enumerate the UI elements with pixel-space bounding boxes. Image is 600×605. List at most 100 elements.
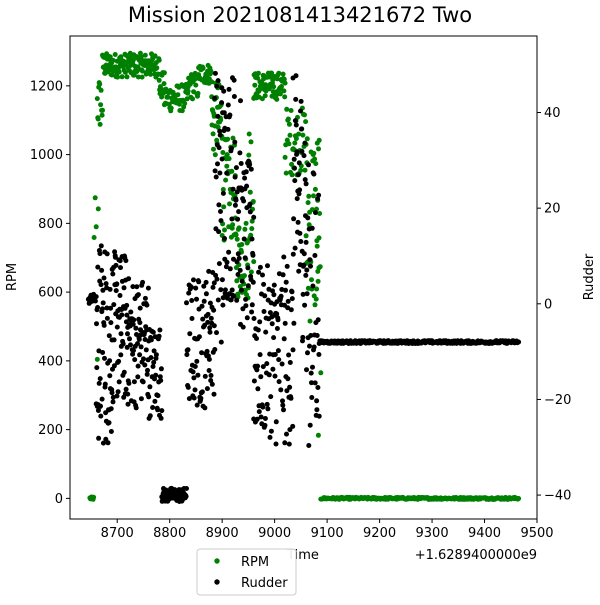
data-point-rpm (229, 168, 235, 174)
data-point-rudder (231, 293, 237, 299)
data-point-rpm (98, 87, 104, 93)
data-point-rpm (281, 76, 287, 82)
data-point-rudder (123, 258, 129, 264)
data-point-rudder (95, 408, 101, 413)
data-point-rpm (119, 74, 125, 80)
data-point-rpm (276, 70, 282, 76)
data-point-rudder (214, 276, 220, 282)
data-point-rudder (262, 293, 268, 299)
data-point-rpm (282, 80, 288, 86)
data-point-rudder (235, 251, 241, 257)
data-point-rudder (237, 267, 243, 273)
data-point-rudder (254, 336, 259, 341)
data-point-rudder (212, 95, 218, 101)
data-point-rudder (114, 393, 120, 399)
data-point-rudder (262, 422, 268, 428)
data-point-rudder (222, 236, 227, 241)
data-point-rudder (128, 309, 134, 315)
data-point-rpm (99, 112, 105, 118)
data-point-rudder (104, 251, 110, 257)
data-point-rudder (305, 215, 311, 221)
data-point-rudder (227, 266, 233, 272)
data-point-rudder (121, 285, 127, 291)
y-tick-label-left: 0 (55, 492, 63, 507)
data-point-rudder (247, 209, 253, 215)
data-point-rudder (94, 321, 99, 327)
data-point-rudder (98, 403, 103, 409)
data-point-rudder (183, 494, 189, 499)
data-point-rudder (241, 236, 247, 242)
data-point-rudder (251, 316, 257, 321)
data-point-rudder (284, 431, 289, 437)
data-point-rpm (165, 94, 171, 100)
data-point-rudder (226, 249, 232, 255)
data-point-rudder (123, 386, 129, 392)
data-point-rpm (156, 57, 162, 63)
data-point-rudder (243, 303, 249, 309)
data-point-rudder (250, 279, 256, 285)
data-point-rudder (290, 423, 296, 429)
data-point-rpm (298, 167, 304, 173)
y-tick-label-right: −40 (544, 489, 571, 504)
data-point-rpm (148, 71, 154, 77)
data-point-rudder (302, 140, 308, 146)
data-point-rudder (119, 312, 125, 318)
data-point-rudder (99, 306, 105, 312)
data-point-rudder (306, 443, 312, 448)
data-point-rudder (288, 307, 294, 313)
data-point-rudder (207, 300, 213, 306)
data-point-rpm (190, 96, 195, 102)
x-offset-label: +1.6289400000e9 (415, 548, 537, 563)
data-point-rudder (260, 364, 266, 370)
data-point-rudder (283, 287, 288, 293)
data-point-rudder (205, 311, 211, 317)
data-point-rudder (215, 161, 220, 167)
data-point-rudder (151, 359, 157, 365)
data-point-rudder (298, 98, 304, 104)
data-point-rpm (287, 132, 293, 138)
data-point-rudder (245, 283, 251, 289)
data-point-rudder (185, 384, 191, 390)
data-point-rudder (297, 230, 303, 236)
data-point-rudder (244, 183, 250, 189)
data-point-rudder (93, 294, 99, 300)
data-point-rudder (137, 320, 143, 326)
data-point-rudder (203, 279, 209, 285)
data-point-rudder (298, 108, 303, 114)
data-point-rudder (316, 352, 322, 357)
data-point-rudder (158, 378, 164, 383)
data-point-rudder (241, 198, 247, 204)
data-point-rudder (145, 367, 150, 373)
data-point-rudder (219, 156, 225, 162)
data-point-rudder (135, 374, 141, 380)
data-point-rudder (251, 378, 257, 384)
data-point-rudder (193, 285, 199, 291)
data-point-rpm (289, 172, 295, 178)
data-point-rudder (315, 385, 321, 390)
data-point-rudder (214, 83, 220, 89)
data-point-rpm (252, 82, 258, 88)
data-point-rpm (139, 74, 145, 80)
x-tick-label: 8800 (153, 526, 186, 541)
data-point-rpm (239, 242, 245, 247)
data-point-rudder (292, 118, 298, 124)
data-point-rudder (111, 302, 117, 308)
data-point-rudder (304, 291, 310, 297)
data-point-rudder (257, 319, 263, 325)
data-point-rudder (263, 329, 269, 335)
data-point-rudder (218, 339, 224, 345)
data-point-rudder (285, 298, 291, 304)
data-point-rudder (238, 98, 243, 104)
data-point-rudder (218, 218, 224, 224)
data-point-rpm (230, 222, 236, 228)
data-point-rudder (96, 435, 102, 441)
data-point-rudder (158, 415, 164, 421)
data-point-rudder (215, 78, 221, 84)
data-point-rpm (271, 84, 277, 90)
data-point-rudder (216, 261, 222, 267)
data-point-rudder (125, 331, 130, 337)
data-point-rudder (239, 287, 244, 293)
data-point-rudder (235, 216, 241, 222)
data-point-rpm (312, 156, 318, 162)
data-point-rudder (316, 192, 322, 198)
